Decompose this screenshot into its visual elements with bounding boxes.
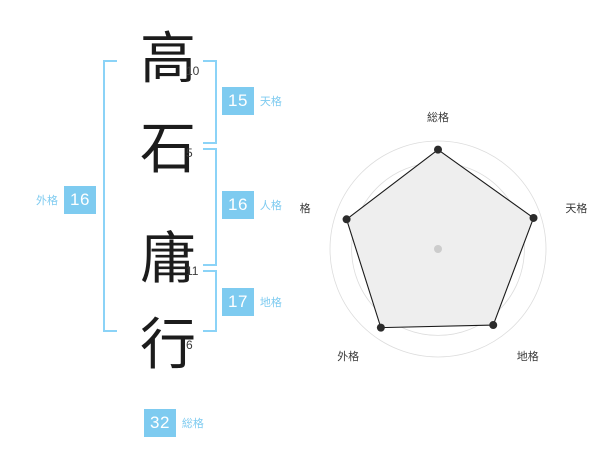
radar-point-人格[interactable] <box>342 215 351 224</box>
radar-axis-label-総格: 総格 <box>427 110 449 124</box>
kanji-character-1: 高 <box>140 27 196 92</box>
stroke-count-1: 10 <box>186 64 200 78</box>
radar-center-dot <box>434 245 442 253</box>
score-tenkaku: 15 天格 <box>222 87 282 115</box>
score-value-gaikaku: 16 <box>64 186 96 214</box>
bracket-jinkaku <box>203 148 217 266</box>
bracket-tenkaku <box>203 60 217 144</box>
radar-series-area <box>346 149 535 329</box>
radar-point-総格[interactable] <box>434 145 442 154</box>
score-jinkaku: 16 人格 <box>222 191 282 219</box>
radar-ring <box>329 140 547 358</box>
score-label-gaikaku: 外格 <box>36 194 58 207</box>
bracket-gaikaku <box>103 60 117 332</box>
score-soukaku: 32 総格 <box>144 409 204 437</box>
score-label-tenkaku: 天格 <box>259 95 282 108</box>
radar-axis-label-人格: 人格 <box>300 201 311 215</box>
radar-axis-label-地格: 地格 <box>517 349 539 363</box>
kanji-character-4: 行 <box>140 313 196 378</box>
name-analysis-panel: 高 石 庸 行 10 5 11 6 15 天格 16 人格 17 地格 外格 1… <box>36 27 282 437</box>
stroke-count-4: 6 <box>186 338 193 352</box>
stroke-count-3: 11 <box>186 264 199 278</box>
score-value-chikaku: 17 <box>222 288 254 316</box>
radar-point-天格[interactable] <box>529 213 538 222</box>
stroke-count-2: 5 <box>186 146 193 160</box>
kanji-character-3: 庸 <box>140 227 196 292</box>
radar-axis-label-天格: 天格 <box>565 201 587 215</box>
radar-point-地格[interactable] <box>489 321 498 330</box>
radar-point-外格[interactable] <box>376 323 385 332</box>
score-label-soukaku: 総格 <box>181 417 204 430</box>
score-label-chikaku: 地格 <box>259 296 282 309</box>
radar-axis-label-外格: 外格 <box>337 349 359 363</box>
score-value-tenkaku: 15 <box>222 87 254 115</box>
bracket-chikaku <box>203 270 217 332</box>
score-chikaku: 17 地格 <box>222 288 282 316</box>
score-value-jinkaku: 16 <box>222 191 254 219</box>
score-value-soukaku: 32 <box>144 409 176 437</box>
radar-data-points <box>342 145 538 332</box>
score-label-jinkaku: 人格 <box>259 199 282 212</box>
kanji-character-2: 石 <box>140 117 196 182</box>
score-gaikaku: 外格 16 <box>36 186 96 214</box>
